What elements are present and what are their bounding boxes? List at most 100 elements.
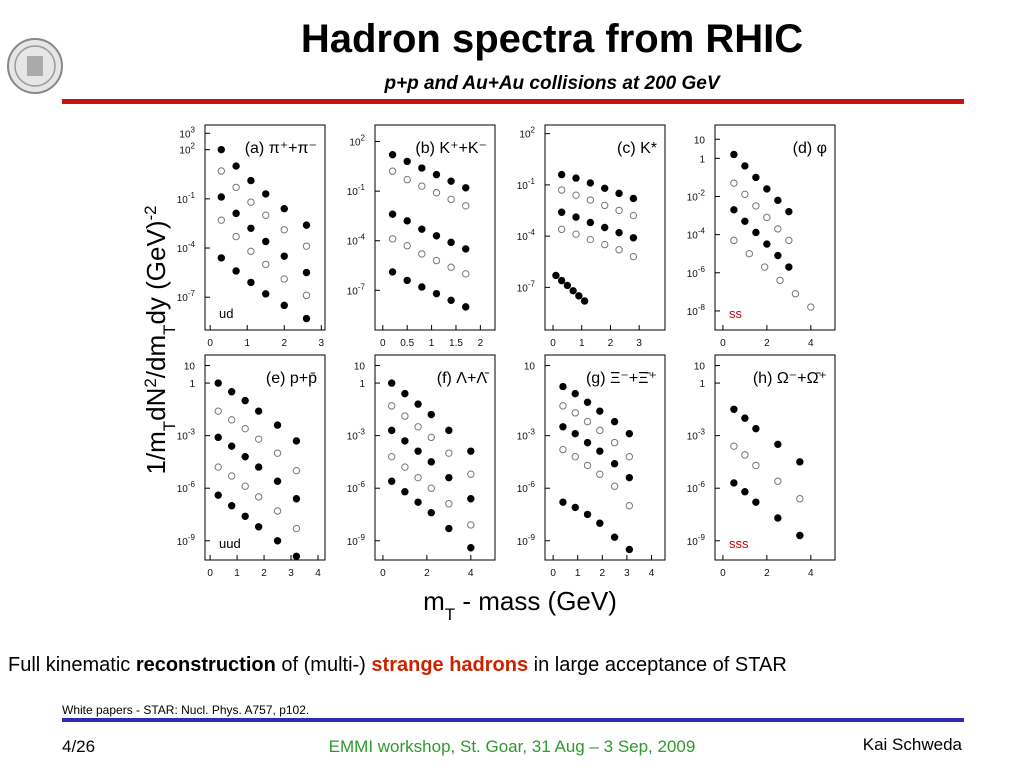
x-tick-label: 2 <box>478 338 484 349</box>
data-point <box>752 498 760 506</box>
data-point <box>586 179 595 187</box>
data-point <box>462 245 470 253</box>
x-tick-label: 1 <box>244 338 250 349</box>
data-point <box>445 524 453 533</box>
data-point <box>292 524 301 533</box>
y-tick-exponent: -6 <box>528 480 536 489</box>
data-point <box>214 491 222 499</box>
data-point <box>388 477 396 485</box>
y-tick-base: 10 <box>177 432 189 443</box>
y-tick-label: 10-7 <box>517 279 536 294</box>
data-point <box>557 225 566 234</box>
data-point <box>414 473 422 482</box>
data-point <box>741 414 749 422</box>
y-tick-base: 10 <box>177 484 189 495</box>
data-point <box>214 379 222 387</box>
data-point <box>247 247 255 256</box>
data-point <box>414 498 422 506</box>
y-tick-base: 10 <box>694 362 706 373</box>
y-tick-base: 10 <box>517 432 529 443</box>
y-tick-label: 10-9 <box>347 533 366 548</box>
y-tick-exponent: -4 <box>528 228 536 237</box>
data-point <box>596 447 604 455</box>
data-point <box>572 213 580 221</box>
data-point <box>217 193 225 201</box>
data-point <box>214 433 222 442</box>
data-point <box>292 466 301 475</box>
data-point <box>629 194 638 203</box>
data-point <box>467 447 475 455</box>
y-tick-base: 10 <box>687 231 699 242</box>
panel-label: (b) K⁺+K⁻ <box>415 140 487 157</box>
y-tick-label: 10-8 <box>687 303 706 318</box>
data-point <box>596 519 604 527</box>
data-point <box>730 405 738 413</box>
data-point <box>557 276 566 285</box>
data-point <box>414 423 422 431</box>
x-tick-label: 1 <box>429 338 435 349</box>
x-tick-label: 1 <box>579 338 585 349</box>
y-tick-label: 10-6 <box>177 480 196 495</box>
y-tick-exponent: -4 <box>698 227 706 236</box>
caption-segment: of (multi-) <box>276 654 372 676</box>
data-point <box>401 488 409 496</box>
data-point <box>227 442 236 450</box>
data-point <box>273 477 282 485</box>
data-point <box>610 438 619 447</box>
reference: White papers - STAR: Nucl. Phys. A757, p… <box>62 703 309 717</box>
data-point <box>292 495 301 503</box>
y-tick-base: 10 <box>517 232 529 243</box>
slide-subtitle: p+p and Au+Au collisions at 200 GeV <box>383 73 720 94</box>
y-tick-exponent: -9 <box>528 533 536 542</box>
y-tick-label: 10-9 <box>517 533 536 548</box>
author: Kai Schweda <box>863 735 963 754</box>
data-point <box>462 303 470 311</box>
caption-segment: reconstruction <box>136 654 276 676</box>
y-tick-exponent: -4 <box>188 240 196 249</box>
data-point <box>247 176 255 185</box>
x-tick-label: 2 <box>608 338 614 349</box>
label-part: dN <box>141 388 171 421</box>
quark-content: sss <box>729 536 749 551</box>
data-point <box>467 521 475 529</box>
y-tick-base: 10 <box>687 269 699 280</box>
label-part: T <box>160 421 179 431</box>
data-point <box>254 523 263 531</box>
x-tick-label: 3 <box>319 338 325 349</box>
data-point <box>232 162 240 170</box>
y-tick-exponent: -6 <box>358 480 366 489</box>
data-point <box>629 234 638 242</box>
data-point <box>388 402 396 410</box>
data-point <box>414 400 422 408</box>
y-tick-label: 10 <box>694 362 706 373</box>
data-point <box>467 495 475 503</box>
y-tick-base: 10 <box>517 181 529 192</box>
x-tick-label: 1 <box>575 568 581 579</box>
panel-label: (a) π⁺+π⁻ <box>245 140 317 157</box>
data-point <box>447 263 455 271</box>
y-tick-label: 10-6 <box>517 480 536 495</box>
title-rule <box>62 99 964 104</box>
data-point <box>557 208 566 216</box>
data-point <box>615 206 623 215</box>
y-tick-label: 10-9 <box>177 533 196 548</box>
data-point <box>447 296 455 305</box>
y-tick-label: 10-1 <box>177 191 196 206</box>
data-point <box>280 252 288 260</box>
data-point <box>741 190 749 199</box>
data-point <box>559 402 567 410</box>
y-tick-base: 1 <box>699 379 705 390</box>
data-point <box>625 473 634 482</box>
y-tick-base: 10 <box>179 146 191 157</box>
data-point <box>241 396 249 405</box>
data-point <box>262 237 270 246</box>
data-point <box>559 382 567 391</box>
data-point <box>462 202 470 210</box>
label-part: T <box>160 325 179 335</box>
y-tick-base: 10 <box>347 237 359 248</box>
label-part: dy (GeV) <box>141 221 171 325</box>
y-tick-label: 10-2 <box>687 188 706 203</box>
data-point <box>388 167 397 175</box>
y-tick-exponent: -4 <box>358 233 366 242</box>
